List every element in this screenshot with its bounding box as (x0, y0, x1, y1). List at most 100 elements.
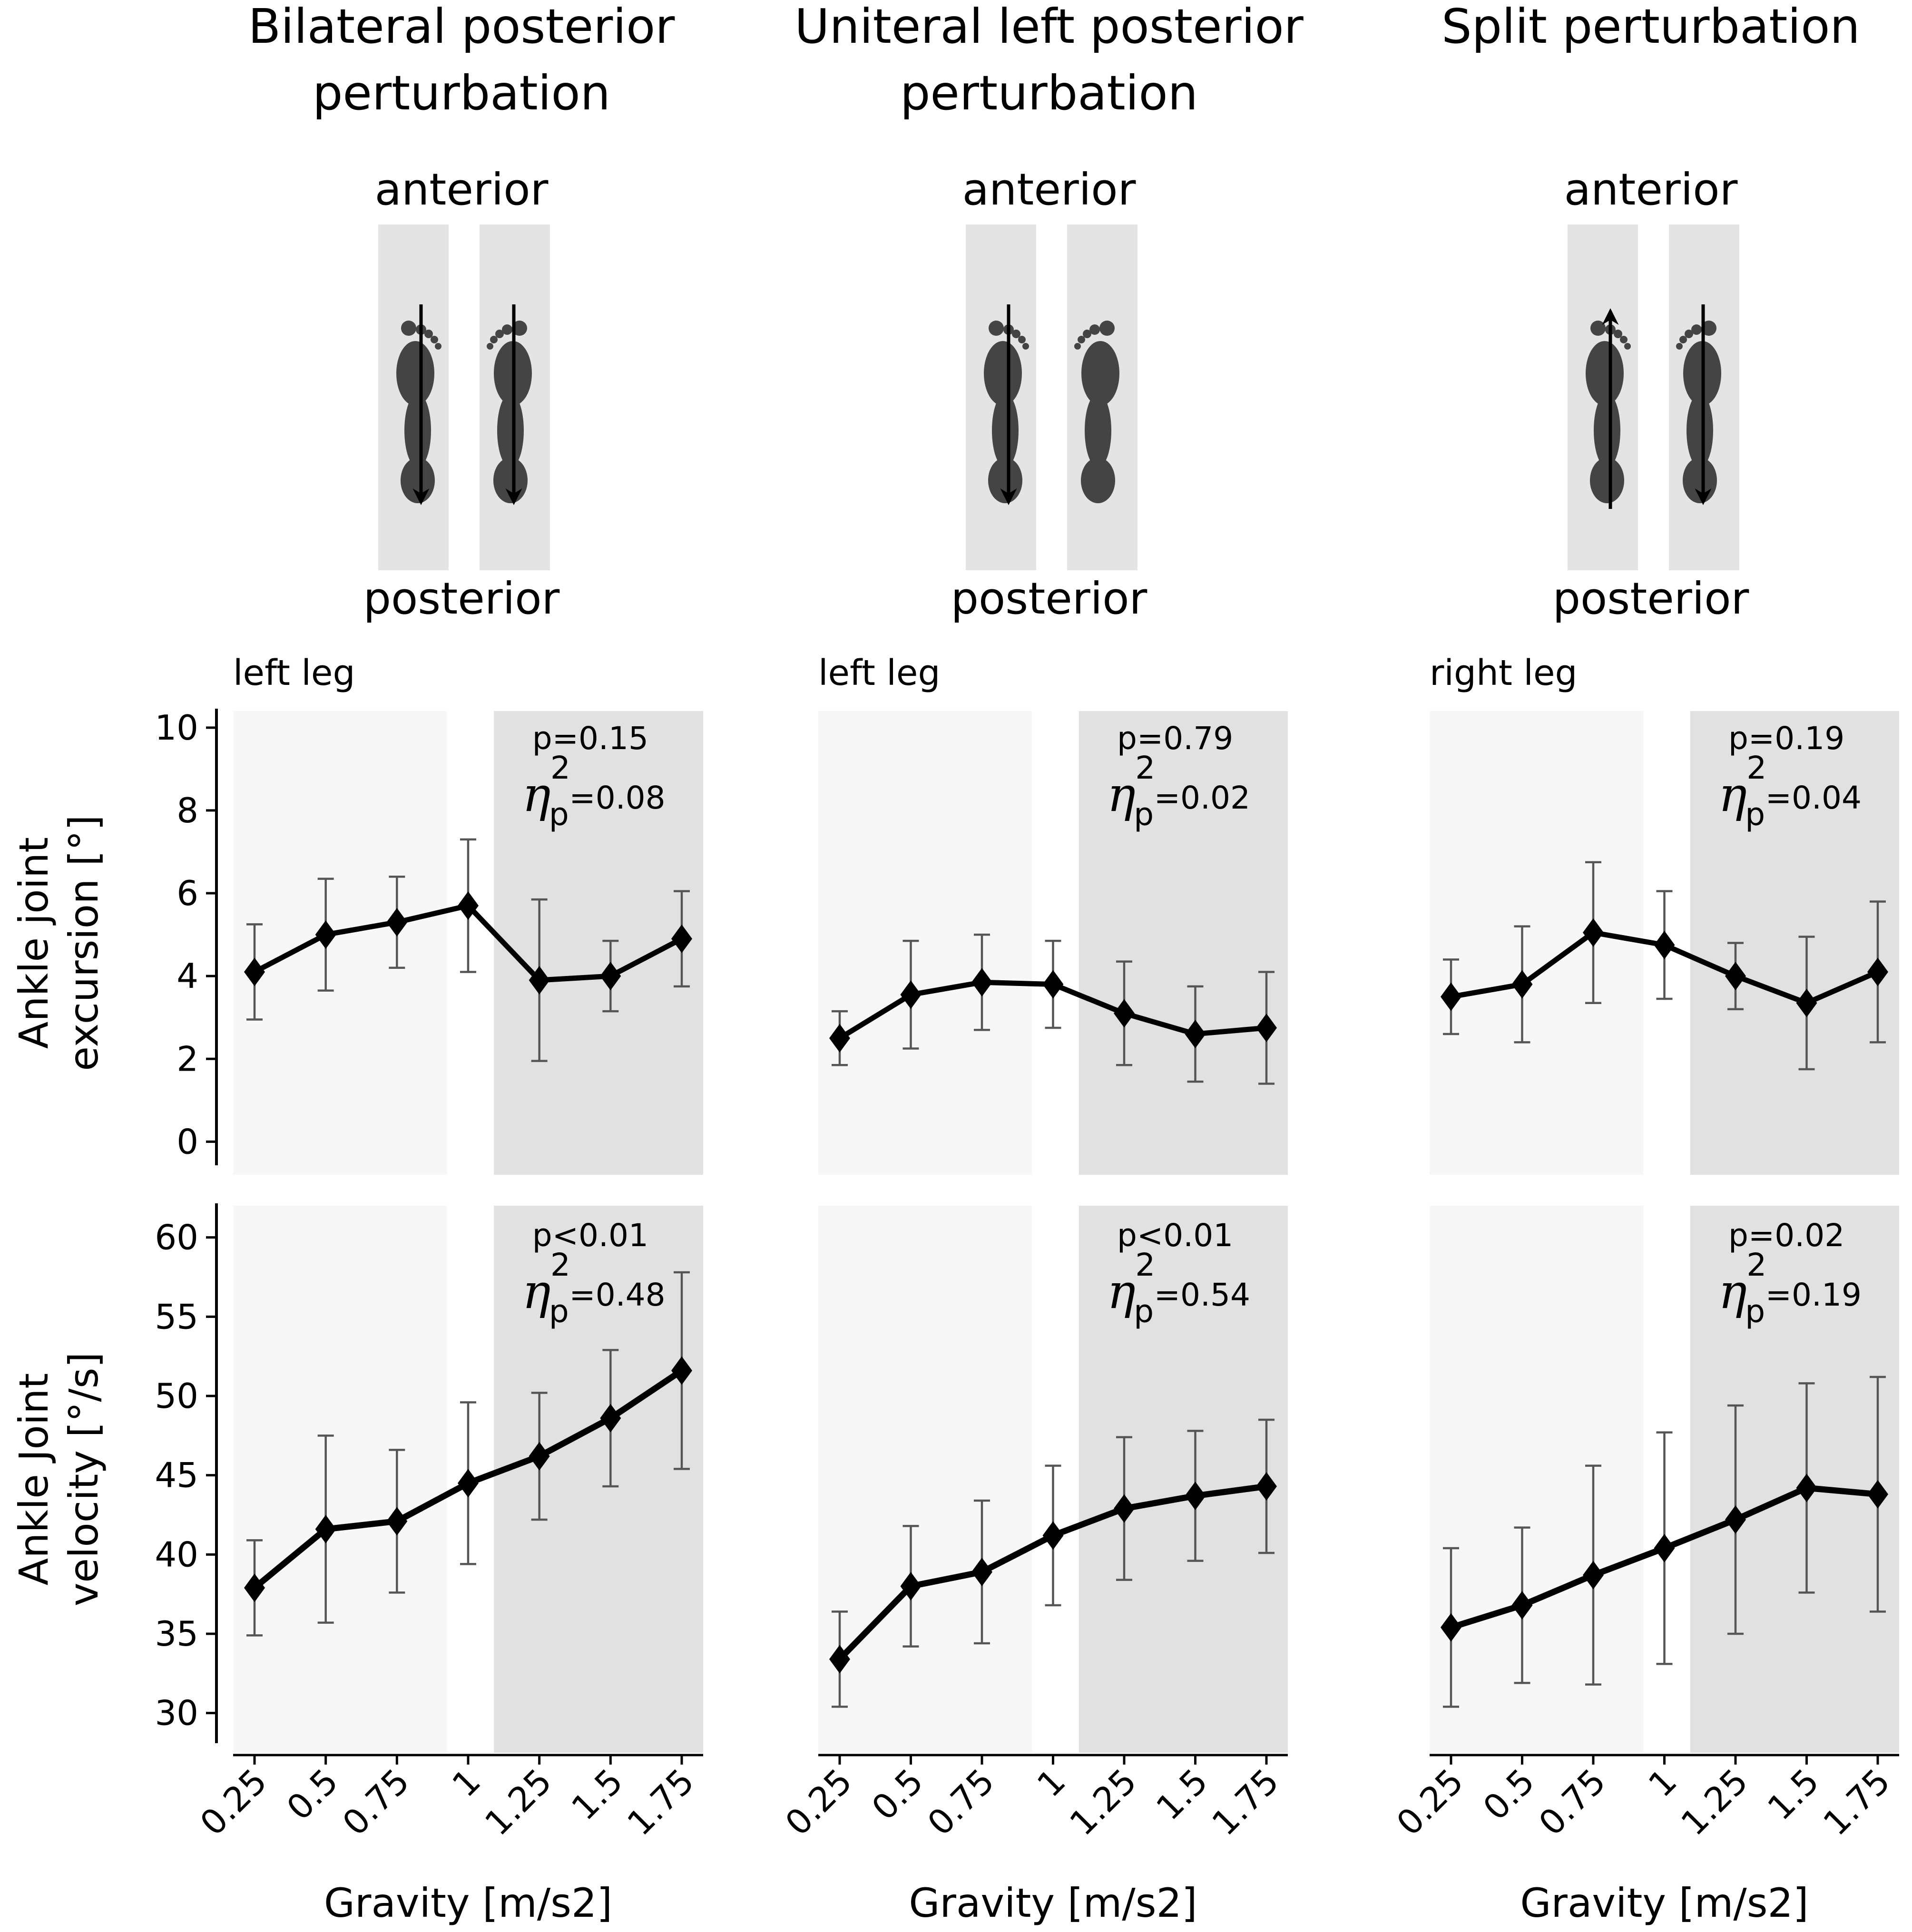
foot-toe (1074, 343, 1081, 350)
data-point (600, 1404, 621, 1433)
eta-value: =0.48 (569, 1277, 665, 1313)
data-point (600, 962, 621, 991)
data-point (458, 891, 479, 920)
data-point (1256, 1013, 1277, 1042)
data-point (671, 924, 692, 953)
foot-toe (1022, 343, 1029, 350)
column-3: Split perturbation anterior posterior right… (1430, 0, 1860, 693)
region-high-gravity (494, 1206, 703, 1753)
label-anterior: anterior (375, 164, 549, 215)
leg-label: left leg (233, 653, 355, 693)
p-value: p<0.01 (1117, 1217, 1233, 1254)
foot-toe (490, 336, 498, 343)
foot-toe (1614, 330, 1622, 338)
x-tick-label: 1 (444, 1761, 488, 1805)
data-point (1511, 970, 1533, 999)
p-value: p=0.15 (532, 720, 648, 757)
foot-ball (984, 341, 1022, 406)
region-low-gravity (818, 1206, 1032, 1753)
eta-superscript: 2 (550, 1247, 570, 1283)
foot-heel (1081, 458, 1115, 503)
foot-toe (1089, 324, 1100, 335)
foot-toe (1701, 321, 1716, 336)
panel-velocity-1: p<0.01 η 2 p =0.48 30 35 40 45 50 55 60 Ankle Joint v… (10, 1203, 703, 1926)
x-tick-label: 0.75 (1531, 1761, 1613, 1844)
data-point (1654, 930, 1675, 959)
column-title: perturbation (313, 65, 610, 121)
region-low-gravity (1430, 1206, 1644, 1753)
foot-heel (988, 458, 1022, 503)
foot-toe (1620, 336, 1628, 343)
p-value: p=0.02 (1728, 1217, 1844, 1254)
x-tick-label: 1 (1641, 1761, 1685, 1805)
y-tick-label: 55 (155, 1297, 198, 1337)
foot-toe (1691, 324, 1702, 335)
x-tick-label: 1.5 (1760, 1761, 1826, 1828)
eta-value: =0.08 (569, 780, 665, 816)
data-point (315, 920, 336, 949)
x-tick-label: 1.25 (1673, 1761, 1755, 1844)
data-point (900, 980, 922, 1009)
data-point (386, 1507, 408, 1536)
foot-toe (1018, 336, 1026, 343)
foot-ball (1586, 341, 1624, 406)
region-low-gravity (818, 711, 1032, 1175)
foot-right (1074, 321, 1119, 503)
y-tick-label: 45 (155, 1455, 198, 1495)
x-axis-label: Gravity [m/s2] (324, 1880, 612, 1926)
label-anterior: anterior (962, 164, 1136, 215)
x-tick-label: 1.25 (1062, 1761, 1144, 1844)
x-tick-label: 0.5 (1475, 1761, 1542, 1828)
x-axis-label: Gravity [m/s2] (909, 1880, 1197, 1926)
eta-symbol: η (522, 767, 551, 822)
panel-velocity-3: p=0.02 η 2 p =0.19 0.25 0.50.75 11.25 1.51.75Gra… (1389, 1206, 1899, 1926)
data-point (1441, 982, 1461, 1011)
data-point (1654, 1534, 1675, 1562)
panel-excursion-3: p=0.19 η 2 p =0.04 (1430, 711, 1899, 1175)
data-point (244, 957, 265, 986)
data-point (1441, 1613, 1461, 1642)
y-axis-label: Ankle Joint (10, 1373, 57, 1586)
region-low-gravity (233, 711, 447, 1175)
x-tick-label: 1.75 (1204, 1761, 1286, 1844)
foot-heel (493, 458, 528, 503)
foot-right (1676, 321, 1721, 503)
foot-arch (1085, 393, 1111, 468)
eta-symbol: η (1107, 767, 1136, 822)
data-point (971, 968, 992, 997)
foot-toe (1099, 321, 1115, 336)
foot-left (396, 321, 441, 503)
label-posterior: posterior (1553, 573, 1749, 624)
data-point (1114, 1494, 1135, 1523)
column-title: perturbation (900, 65, 1198, 121)
foot-toe (502, 324, 512, 335)
x-tick-label: 1 (1030, 1761, 1073, 1805)
y-tick-label: 60 (155, 1218, 198, 1258)
data-point (900, 1572, 922, 1600)
x-tick-label: 1.75 (619, 1761, 702, 1844)
foot-toe (1624, 343, 1631, 350)
data-point (1867, 1480, 1888, 1509)
data-point (829, 1024, 850, 1053)
y-tick-label: 10 (155, 708, 198, 748)
panel-excursion-2: p=0.79 η 2 p =0.02 (818, 711, 1288, 1175)
p-value: p=0.19 (1728, 720, 1844, 757)
eta-superscript: 2 (1746, 750, 1766, 786)
region-high-gravity (1690, 1206, 1899, 1753)
data-point (529, 1442, 550, 1471)
y-axis-label: Ankle joint (10, 837, 57, 1049)
x-tick-label: 0.75 (920, 1761, 1002, 1844)
data-point (1256, 1472, 1277, 1501)
column-title: Bilateral posterior (248, 0, 676, 54)
x-tick-label: 0.25 (1389, 1761, 1471, 1844)
data-point (1867, 957, 1888, 986)
column-1: Bilateral posterior perturbation anterior p… (233, 0, 675, 693)
foot-arch (992, 393, 1019, 468)
eta-subscript: p (1134, 796, 1154, 833)
data-point (1796, 1473, 1817, 1503)
eta-superscript: 2 (1135, 1247, 1155, 1283)
eta-superscript: 2 (1135, 750, 1155, 786)
data-point (971, 1558, 992, 1586)
eta-subscript: p (549, 1293, 569, 1330)
column-title: Uniteral left posterior (794, 0, 1304, 54)
